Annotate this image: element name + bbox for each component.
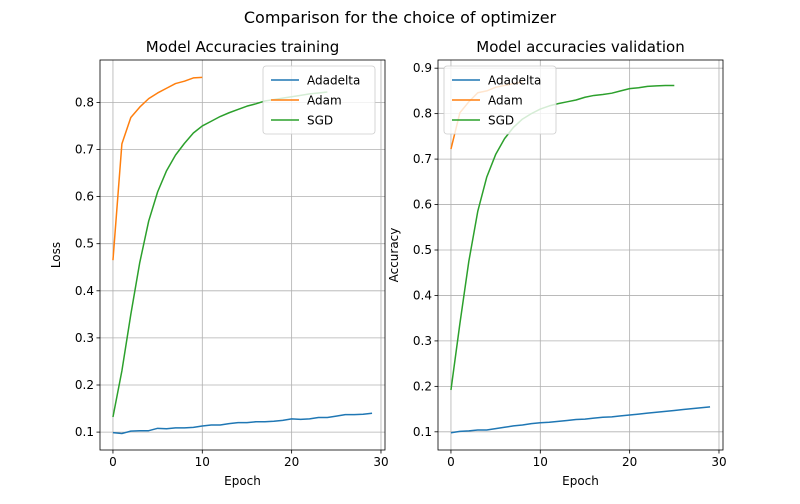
legend-box — [262, 65, 376, 135]
series-line-adadelta — [450, 406, 711, 434]
legend-label-sgd: SGD — [307, 114, 333, 128]
axes-frame — [99, 59, 386, 451]
y-tick-label: 0.2 — [413, 379, 432, 393]
y-tick-label: 0.5 — [75, 237, 94, 251]
chart-title-validation: Model accuracies validation — [476, 38, 684, 56]
legend-training: Adadelta Adam SGD — [262, 65, 376, 135]
legend-label-sgd: SGD — [488, 114, 514, 128]
y-tick-label: 0.1 — [75, 425, 94, 439]
y-tick-label: 0.1 — [413, 425, 432, 439]
y-axis-label-training: Loss — [49, 242, 63, 268]
series-line-adadelta — [112, 412, 373, 435]
y-tick-label: 0.7 — [413, 152, 432, 166]
y-axis-label-validation: Accuracy — [387, 228, 401, 283]
series-line-sgd — [112, 91, 328, 418]
series-line-adam — [112, 76, 203, 261]
y-tick-label: 0.9 — [413, 61, 432, 75]
legend-label-adam: Adam — [488, 94, 523, 108]
figure-suptitle: Comparison for the choice of optimizer — [244, 8, 557, 27]
y-tick-label: 0.2 — [75, 378, 94, 392]
x-tick-label: 0 — [447, 455, 455, 469]
y-tick-label: 0.6 — [413, 198, 432, 212]
x-tick-label: 20 — [622, 455, 637, 469]
x-tick-label: 30 — [711, 455, 726, 469]
y-tick-label: 0.5 — [413, 243, 432, 257]
axes-frame — [437, 59, 724, 451]
chart-title-training: Model Accuracies training — [146, 38, 340, 56]
x-tick-label: 30 — [373, 455, 388, 469]
x-axis-label-training: Epoch — [224, 474, 261, 488]
x-tick-label: 20 — [284, 455, 299, 469]
legend-validation: Adadelta Adam SGD — [443, 65, 557, 135]
y-tick-label: 0.4 — [75, 284, 94, 298]
series-line-sgd — [450, 84, 675, 391]
x-axis-label-validation: Epoch — [562, 474, 599, 488]
x-tick-label: 10 — [195, 455, 210, 469]
y-tick-label: 0.3 — [75, 331, 94, 345]
y-tick-label: 0.6 — [75, 190, 94, 204]
x-tick-label: 10 — [533, 455, 548, 469]
y-tick-label: 0.3 — [413, 334, 432, 348]
y-tick-label: 0.4 — [413, 288, 432, 302]
panel-training: 0 10 20 30 0.1 0.2 0.3 0.4 0.5 0.6 0.7 0.8 Model Acc… — [49, 38, 389, 488]
x-tick-label: 0 — [109, 455, 117, 469]
legend-label-adadelta: Adadelta — [307, 74, 360, 88]
y-tick-label: 0.8 — [75, 95, 94, 109]
legend-label-adam: Adam — [307, 94, 342, 108]
y-tick-label: 0.8 — [413, 107, 432, 121]
legend-label-adadelta: Adadelta — [488, 74, 541, 88]
legend-box — [443, 65, 557, 135]
y-tick-label: 0.7 — [75, 142, 94, 156]
panel-validation: 0 10 20 30 0.1 0.2 0.3 0.4 0.5 0.6 0.7 0.8 0.9 Model … — [387, 38, 727, 488]
